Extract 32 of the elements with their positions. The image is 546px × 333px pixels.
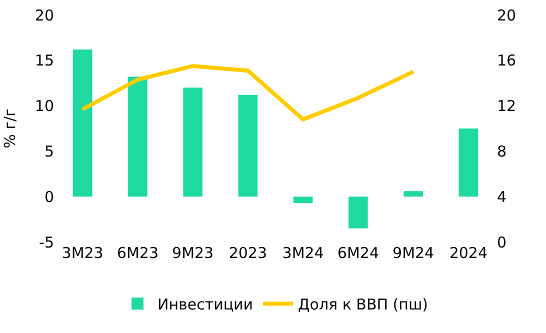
y2-tick-label: 0 bbox=[497, 233, 507, 252]
y2-tick-label: 12 bbox=[497, 97, 516, 116]
x-tick-label: 9М24 bbox=[392, 244, 434, 262]
x-tick-label: 9М23 bbox=[172, 244, 214, 262]
x-tick-label: 2023 bbox=[228, 244, 268, 262]
x-tick-label: 3М24 bbox=[282, 244, 324, 262]
bar bbox=[348, 196, 368, 228]
bar bbox=[458, 128, 478, 197]
bar bbox=[128, 76, 148, 197]
y2-tick-label: 8 bbox=[497, 142, 507, 160]
y-tick-label: 10 bbox=[34, 97, 54, 116]
y2-tick-label: 16 bbox=[497, 52, 516, 70]
bar bbox=[72, 50, 92, 197]
legend-label: Инвестиции bbox=[158, 296, 254, 314]
y-tick-label: 20 bbox=[34, 6, 54, 24]
y2-tick-label: 4 bbox=[497, 188, 507, 206]
x-tick-label: 6М23 bbox=[116, 244, 158, 262]
y-axis-title: % г/г bbox=[1, 108, 19, 148]
y-tick-label: 0 bbox=[44, 188, 54, 206]
bar bbox=[404, 191, 423, 197]
y-tick-label: -5 bbox=[39, 233, 54, 252]
y-tick-label: 15 bbox=[34, 52, 54, 70]
x-tick-label: 3М23 bbox=[62, 244, 104, 262]
legend-label: Доля к ВВП (пш) bbox=[298, 296, 428, 314]
bar bbox=[183, 88, 202, 197]
line-series bbox=[80, 64, 416, 122]
y2-tick-label: 20 bbox=[497, 6, 516, 24]
x-tick-label: 6М24 bbox=[337, 244, 379, 262]
bar bbox=[238, 94, 258, 197]
bar bbox=[293, 196, 313, 203]
x-tick-label: 2024 bbox=[449, 244, 488, 262]
y-tick-label: 5 bbox=[44, 142, 54, 160]
